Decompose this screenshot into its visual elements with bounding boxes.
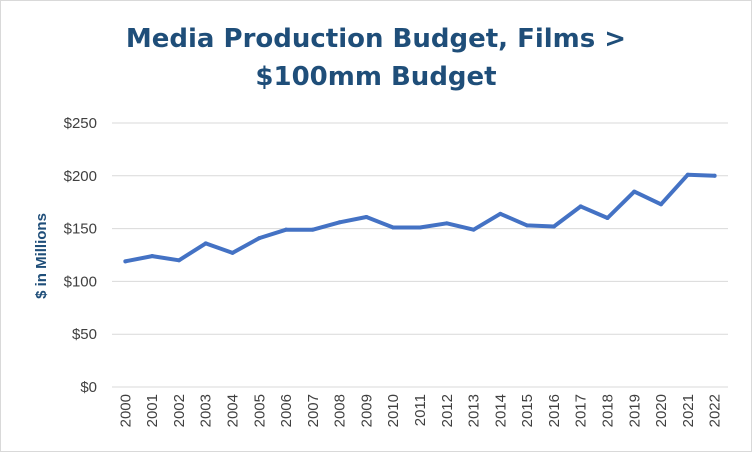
x-tick-label: 2001 (144, 394, 161, 427)
x-tick-label: 2016 (546, 394, 563, 427)
data-point (203, 241, 208, 246)
y-tick-label: $50 (72, 326, 97, 343)
x-tick-label: 2008 (332, 394, 349, 427)
data-point (712, 173, 717, 178)
x-tick-label: 2007 (305, 394, 322, 427)
y-tick-label: $100 (64, 273, 97, 290)
data-point (123, 259, 128, 264)
data-point (364, 214, 369, 219)
chart-title: Media Production Budget, Films > $100mm … (0, 20, 752, 96)
x-tick-label: 2018 (599, 394, 616, 427)
data-point (605, 216, 610, 221)
data-point (498, 211, 503, 216)
data-point (471, 227, 476, 232)
data-point (632, 189, 637, 194)
x-tick-label: 2005 (251, 394, 268, 427)
x-tick-label: 2000 (117, 394, 134, 427)
x-tick-label: 2004 (225, 394, 242, 427)
x-tick-label: 2021 (680, 394, 697, 427)
x-tick-label: 2009 (358, 394, 375, 427)
x-tick-label: 2017 (573, 394, 590, 427)
chart-title-line-1: Media Production Budget, Films > (125, 24, 627, 54)
data-point (391, 225, 396, 230)
x-tick-label: 2022 (707, 394, 724, 427)
x-tick-label: 2012 (439, 394, 456, 427)
data-point (418, 225, 422, 230)
x-tick-label: 2010 (385, 394, 402, 427)
data-point (551, 224, 556, 229)
y-tick-label: $200 (64, 168, 97, 185)
data-point (284, 227, 289, 232)
y-tick-label: $150 (64, 221, 97, 238)
x-tick-label: 2011 (412, 394, 429, 426)
y-tick-label: $0 (80, 379, 97, 396)
y-axis-label: $ in Millions (33, 213, 50, 299)
data-point (525, 223, 530, 228)
y-tick-label: $250 (64, 115, 97, 132)
x-tick-label: 2002 (171, 394, 188, 427)
data-point (578, 204, 583, 209)
data-point (230, 250, 235, 255)
data-point (337, 220, 342, 225)
data-point (176, 258, 181, 263)
data-point (257, 236, 262, 241)
x-tick-label: 2006 (278, 394, 295, 427)
x-tick-label: 2003 (198, 394, 215, 427)
data-point (150, 254, 155, 259)
chart-title-line-2: $100mm Budget (255, 62, 497, 92)
x-tick-label: 2013 (466, 394, 483, 427)
x-tick-label: 2019 (626, 394, 643, 427)
x-tick-label: 2015 (519, 394, 536, 427)
series-line (123, 172, 717, 264)
x-tick-label: 2020 (653, 394, 670, 427)
data-point (685, 172, 690, 177)
data-point (310, 227, 315, 232)
data-point (444, 221, 449, 226)
x-tick-label: 2014 (492, 394, 509, 427)
data-point (659, 202, 664, 207)
